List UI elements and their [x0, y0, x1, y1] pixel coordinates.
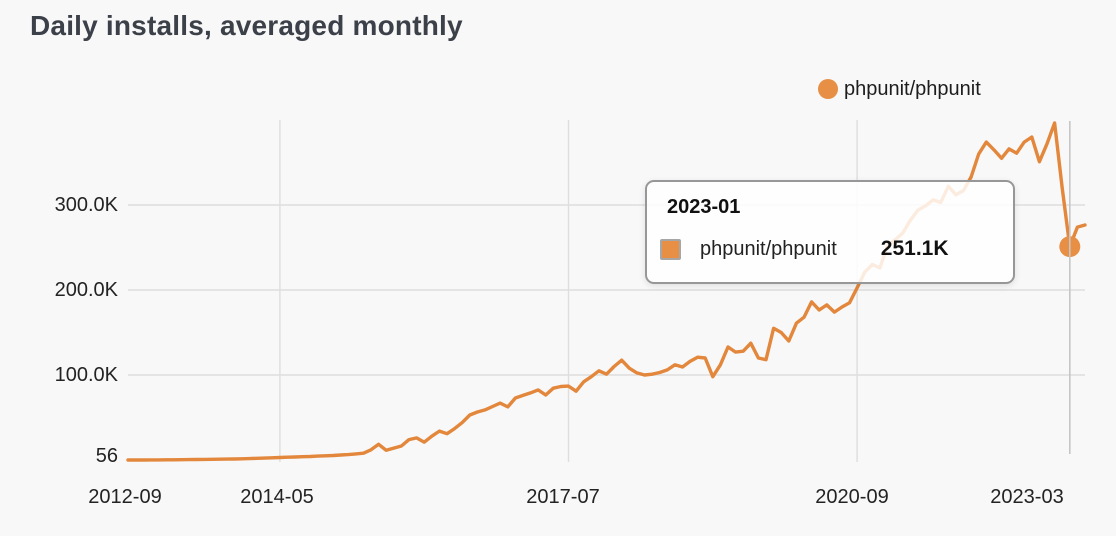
legend-marker-icon: [818, 79, 838, 99]
legend-item-phpunit[interactable]: phpunit/phpunit: [818, 77, 981, 101]
legend-label: phpunit/phpunit: [844, 77, 981, 100]
x-tick-label: 2023-03: [990, 486, 1064, 508]
page-title: Daily installs, averaged monthly: [30, 10, 463, 41]
tooltip-series-swatch-icon: [660, 238, 681, 260]
tooltip: 2023-01 phpunit/phpunit 251.1K: [645, 180, 1015, 284]
y-tick-label: 200.0K: [54, 279, 118, 301]
y-axis-labels: 300.0K 200.0K 100.0K 56: [0, 0, 118, 536]
x-tick-label: 2017-07: [526, 486, 600, 508]
x-tick-label: 2014-05: [240, 486, 314, 508]
y-tick-label: 300.0K: [54, 194, 118, 216]
tooltip-value: 251.1K: [880, 237, 949, 260]
tooltip-series-row: phpunit/phpunit 251.1K: [660, 237, 995, 261]
tooltip-date: 2023-01: [667, 196, 741, 218]
y-tick-label: 56: [95, 445, 118, 467]
tooltip-series-name: phpunit/phpunit: [700, 237, 837, 260]
series-line-phpunit[interactable]: [126, 121, 1087, 462]
x-tick-label: 2012-09: [88, 486, 162, 508]
x-axis-labels: 2012-09 2014-05 2017-07 2020-09 2023-03: [0, 486, 1116, 512]
x-tick-label: 2020-09: [815, 486, 889, 508]
y-tick-label: 100.0K: [54, 364, 118, 386]
